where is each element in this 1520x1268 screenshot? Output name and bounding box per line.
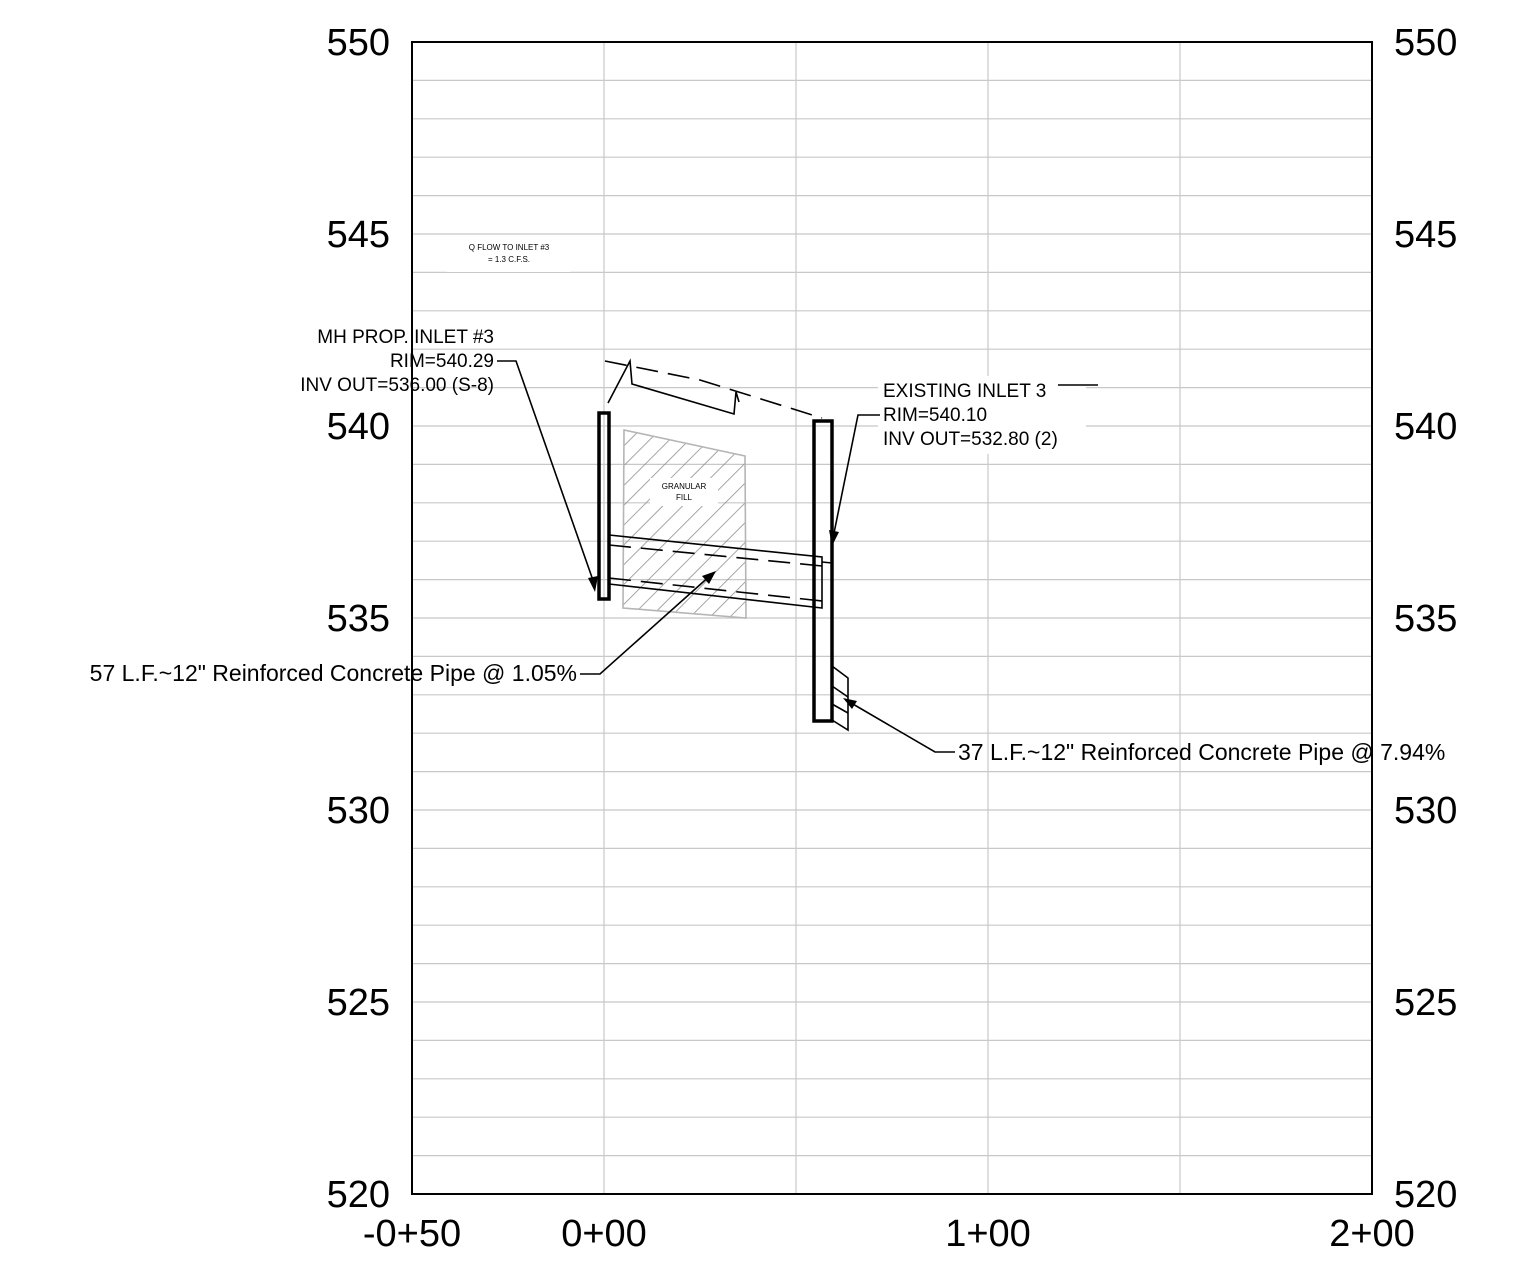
- station-label: 2+00: [1329, 1213, 1415, 1255]
- flow-note: Q FLOW TO INLET #3 = 1.3 C.F.S.: [447, 236, 570, 272]
- pipe-1-callout: 57 L.F.~12" Reinforced Concrete Pipe @ 1…: [90, 571, 716, 686]
- granular-fill-line2: FILL: [676, 493, 693, 502]
- existing-inlet-structure: [812, 419, 834, 723]
- right-elevation-label: 535: [1394, 598, 1457, 640]
- right-elevation-label: 525: [1394, 982, 1457, 1024]
- left-elevation-label: 520: [327, 1174, 390, 1216]
- existing-ground-line: [604, 360, 823, 419]
- plot-frame: [411, 41, 1373, 1195]
- station-label: 0+00: [561, 1213, 647, 1255]
- right-elevation-label: 540: [1394, 406, 1457, 448]
- existing-inlet-title: EXISTING INLET 3: [883, 381, 1046, 402]
- left-elevation-label: 545: [327, 214, 390, 256]
- right-elevation-label: 520: [1394, 1174, 1457, 1216]
- right-elevation-label: 530: [1394, 790, 1457, 832]
- flow-note-line2: = 1.3 C.F.S.: [488, 255, 530, 264]
- existing-inlet-callout: EXISTING INLET 3 RIM=540.10 INV OUT=532.…: [829, 376, 1098, 546]
- proposed-ground-line: [607, 358, 740, 416]
- pipe-1: [608, 534, 833, 609]
- left-elevation-label: 530: [327, 790, 390, 832]
- granular-fill-line1: GRANULAR: [662, 482, 707, 491]
- left-elevation-axis: 550 545 540 535 530 525 520: [327, 22, 390, 1216]
- pipe-2: [831, 665, 849, 732]
- right-elevation-label: 550: [1394, 22, 1457, 64]
- station-label: 1+00: [945, 1213, 1031, 1255]
- grid-lines: [412, 42, 1372, 1194]
- proposed-inlet-inv: INV OUT=536.00 (S-8): [300, 375, 494, 396]
- pipe-2-callout: 37 L.F.~12" Reinforced Concrete Pipe @ 7…: [843, 698, 1445, 765]
- left-elevation-label: 535: [327, 598, 390, 640]
- right-elevation-label: 545: [1394, 214, 1457, 256]
- station-axis: -0+50 0+00 1+00 2+00: [363, 1213, 1415, 1255]
- existing-inlet-inv: INV OUT=532.80 (2): [883, 429, 1058, 450]
- pipe-1-label: 57 L.F.~12" Reinforced Concrete Pipe @ 1…: [90, 660, 577, 686]
- flow-note-line1: Q FLOW TO INLET #3: [469, 243, 550, 252]
- pipe-2-label: 37 L.F.~12" Reinforced Concrete Pipe @ 7…: [958, 739, 1445, 765]
- proposed-inlet-callout: MH PROP. INLET #3 RIM=540.29 INV OUT=536…: [300, 327, 598, 592]
- proposed-inlet-structure: [597, 411, 611, 601]
- left-elevation-label: 550: [327, 22, 390, 64]
- existing-inlet-rim: RIM=540.10: [883, 405, 987, 426]
- proposed-inlet-rim: RIM=540.29: [390, 351, 494, 372]
- granular-fill-zone: GRANULAR FILL: [622, 429, 747, 619]
- right-elevation-axis: 550 545 540 535 530 525 520: [1394, 22, 1457, 1216]
- station-label: -0+50: [363, 1213, 461, 1255]
- proposed-inlet-title: MH PROP. INLET #3: [317, 327, 494, 348]
- left-elevation-label: 525: [327, 982, 390, 1024]
- left-elevation-label: 540: [327, 406, 390, 448]
